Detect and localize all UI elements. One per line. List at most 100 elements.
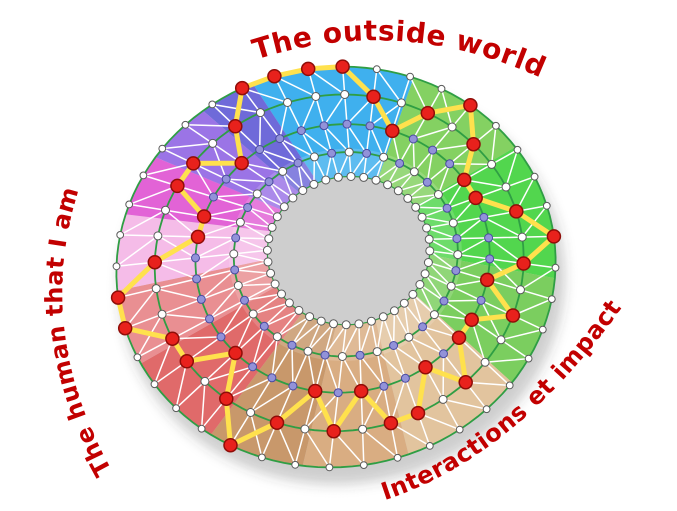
- purple-node[interactable]: [439, 296, 449, 306]
- white-node[interactable]: [415, 280, 425, 289]
- white-node[interactable]: [329, 319, 338, 329]
- red-node[interactable]: [468, 190, 483, 206]
- purple-node[interactable]: [243, 203, 253, 212]
- red-node[interactable]: [219, 391, 234, 406]
- white-node[interactable]: [300, 424, 310, 434]
- purple-node[interactable]: [422, 177, 432, 187]
- white-node[interactable]: [311, 92, 321, 101]
- purple-node[interactable]: [192, 274, 202, 284]
- purple-node[interactable]: [287, 340, 297, 350]
- purple-node[interactable]: [408, 134, 418, 144]
- white-node[interactable]: [161, 205, 170, 215]
- red-node[interactable]: [300, 61, 316, 77]
- white-node[interactable]: [263, 257, 273, 267]
- white-node[interactable]: [448, 218, 458, 228]
- white-node[interactable]: [262, 245, 272, 255]
- white-node[interactable]: [291, 460, 300, 469]
- white-node[interactable]: [344, 147, 354, 157]
- purple-node[interactable]: [476, 295, 486, 305]
- red-node[interactable]: [420, 105, 436, 121]
- purple-node[interactable]: [191, 253, 200, 263]
- white-node[interactable]: [284, 298, 294, 308]
- red-node[interactable]: [464, 312, 479, 328]
- red-node[interactable]: [546, 229, 562, 244]
- white-node[interactable]: [393, 453, 402, 462]
- white-node[interactable]: [403, 193, 413, 203]
- purple-node[interactable]: [442, 203, 452, 213]
- white-node[interactable]: [298, 186, 308, 195]
- white-node[interactable]: [305, 312, 315, 322]
- white-node[interactable]: [424, 234, 434, 244]
- white-node[interactable]: [208, 100, 217, 109]
- purple-node[interactable]: [342, 119, 352, 129]
- red-node[interactable]: [479, 272, 495, 288]
- white-node[interactable]: [455, 425, 464, 434]
- red-node[interactable]: [456, 172, 472, 188]
- white-node[interactable]: [279, 202, 289, 212]
- white-node[interactable]: [112, 262, 121, 271]
- white-node[interactable]: [340, 90, 350, 99]
- red-node[interactable]: [509, 204, 524, 219]
- white-node[interactable]: [411, 202, 421, 212]
- purple-node[interactable]: [221, 174, 231, 184]
- white-node[interactable]: [417, 212, 427, 222]
- white-node[interactable]: [139, 171, 148, 180]
- white-node[interactable]: [153, 231, 163, 241]
- white-node[interactable]: [151, 284, 161, 294]
- white-node[interactable]: [505, 381, 514, 390]
- purple-node[interactable]: [485, 254, 495, 264]
- white-node[interactable]: [354, 319, 364, 329]
- white-node[interactable]: [482, 405, 491, 414]
- white-node[interactable]: [383, 180, 393, 190]
- white-node[interactable]: [372, 65, 381, 74]
- white-node[interactable]: [133, 353, 142, 362]
- white-node[interactable]: [200, 376, 210, 386]
- white-node[interactable]: [389, 306, 399, 316]
- purple-node[interactable]: [267, 373, 277, 383]
- purple-node[interactable]: [288, 381, 298, 391]
- white-node[interactable]: [372, 347, 382, 357]
- purple-node[interactable]: [259, 321, 269, 331]
- white-node[interactable]: [303, 346, 313, 356]
- purple-node[interactable]: [362, 148, 372, 158]
- purple-node[interactable]: [296, 126, 306, 136]
- white-node[interactable]: [433, 190, 443, 199]
- red-node[interactable]: [410, 405, 426, 421]
- white-node[interactable]: [267, 222, 277, 232]
- white-node[interactable]: [294, 305, 304, 315]
- purple-node[interactable]: [255, 145, 265, 154]
- white-node[interactable]: [197, 424, 206, 433]
- white-node[interactable]: [333, 172, 343, 182]
- red-node[interactable]: [516, 256, 531, 271]
- white-node[interactable]: [396, 98, 406, 108]
- white-node[interactable]: [359, 461, 368, 470]
- white-node[interactable]: [116, 231, 125, 239]
- purple-node[interactable]: [240, 295, 249, 305]
- red-node[interactable]: [366, 89, 381, 104]
- purple-node[interactable]: [355, 350, 365, 360]
- white-node[interactable]: [487, 159, 497, 169]
- white-node[interactable]: [337, 352, 347, 361]
- white-node[interactable]: [272, 332, 282, 342]
- red-node[interactable]: [179, 354, 195, 369]
- purple-node[interactable]: [320, 350, 330, 360]
- purple-node[interactable]: [484, 233, 494, 243]
- white-node[interactable]: [378, 312, 388, 322]
- white-node[interactable]: [235, 217, 245, 227]
- white-node[interactable]: [270, 279, 280, 289]
- white-node[interactable]: [513, 145, 522, 154]
- white-node[interactable]: [252, 189, 262, 199]
- white-node[interactable]: [309, 179, 319, 189]
- purple-node[interactable]: [230, 265, 240, 275]
- red-node[interactable]: [383, 415, 399, 431]
- purple-node[interactable]: [231, 233, 241, 243]
- red-node[interactable]: [228, 119, 243, 134]
- white-node[interactable]: [346, 172, 356, 181]
- red-node[interactable]: [186, 156, 201, 171]
- white-node[interactable]: [358, 424, 368, 434]
- purple-node[interactable]: [319, 121, 329, 131]
- white-node[interactable]: [425, 442, 434, 450]
- red-node[interactable]: [335, 59, 350, 74]
- white-node[interactable]: [408, 289, 418, 299]
- white-node[interactable]: [181, 120, 190, 129]
